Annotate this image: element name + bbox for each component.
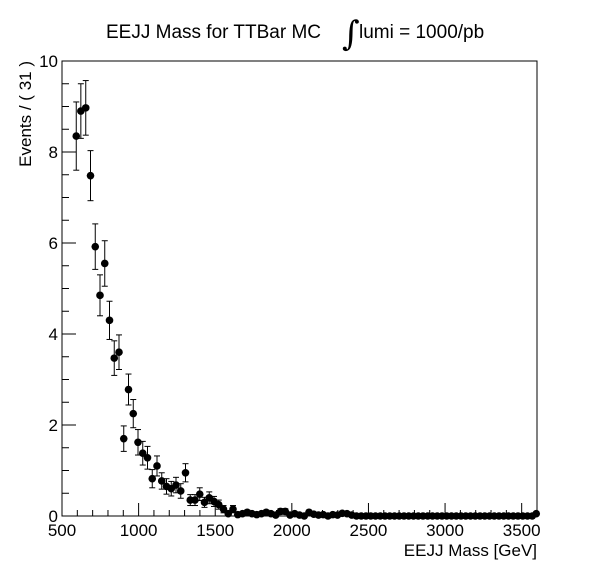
data-marker: [191, 496, 199, 504]
data-marker: [172, 481, 180, 489]
data-point: [86, 150, 95, 202]
data-marker: [100, 259, 109, 268]
plot-frame: [61, 60, 538, 517]
data-marker: [195, 490, 204, 498]
data-marker: [134, 438, 142, 447]
data-point: [210, 495, 218, 507]
data-point: [81, 80, 90, 136]
data-marker: [119, 434, 128, 443]
y-axis-title: Events / ( 31 ): [16, 61, 35, 167]
data-marker: [229, 505, 237, 513]
data-point: [214, 499, 223, 510]
data-marker: [148, 474, 157, 483]
x-tick-label: 500: [48, 521, 76, 540]
data-point: [176, 483, 185, 499]
x-axis-tick-labels: 500 1000 1500 2000 2500 3000 3500: [48, 521, 541, 540]
data-marker: [105, 316, 114, 325]
data-point: [181, 463, 190, 483]
data-marker: [91, 242, 100, 251]
data-marker: [115, 348, 123, 357]
data-point: [200, 496, 209, 508]
data-marker: [224, 509, 233, 518]
data-point: [91, 223, 100, 270]
data-point: [148, 469, 157, 489]
data-point: [532, 509, 541, 518]
data-marker: [200, 498, 209, 507]
data-marker: [110, 354, 119, 362]
y-tick-label: 8: [49, 143, 58, 162]
data-point: [124, 373, 133, 406]
y-tick-label: 0: [49, 507, 58, 526]
data-marker: [129, 409, 138, 418]
y-axis-ticks: [62, 60, 76, 517]
data-point: [229, 505, 237, 514]
data-marker: [81, 104, 90, 112]
data-point: [153, 455, 161, 477]
data-marker: [143, 453, 152, 462]
y-axis-tick-labels: 0 2 4 6 8 10: [39, 52, 58, 526]
x-tick-label: 2500: [350, 521, 388, 540]
data-marker: [214, 500, 223, 509]
data-point: [134, 429, 142, 456]
x-tick-label: 1000: [120, 521, 158, 540]
data-series: [72, 80, 541, 520]
data-marker: [176, 487, 185, 495]
data-point: [115, 334, 123, 370]
x-tick-label: 3000: [426, 521, 464, 540]
chart-title-lumi: lumi = 1000/pb: [359, 22, 484, 43]
x-tick-label: 1500: [196, 521, 234, 540]
data-marker: [86, 171, 95, 180]
y-tick-label: 2: [49, 416, 58, 435]
data-marker: [153, 462, 161, 470]
data-point: [77, 83, 85, 139]
data-point: [119, 425, 128, 452]
x-tick-label: 2000: [273, 521, 311, 540]
data-point: [96, 274, 104, 317]
chart-title-integral: ∫: [342, 14, 360, 54]
y-tick-label: 10: [39, 52, 58, 71]
data-point: [138, 440, 147, 466]
data-point: [129, 399, 138, 429]
data-point: [224, 509, 233, 518]
data-point: [110, 340, 119, 376]
x-tick-label: 3500: [503, 521, 541, 540]
data-point: [105, 300, 114, 340]
data-marker: [96, 291, 104, 300]
data-point: [143, 445, 152, 470]
data-marker: [532, 509, 541, 518]
x-axis-title: EEJJ Mass [GeV]: [404, 541, 537, 560]
y-tick-label: 6: [49, 234, 58, 253]
data-point: [100, 240, 109, 287]
data-marker: [181, 468, 190, 477]
data-marker: [138, 449, 147, 458]
y-tick-label: 4: [49, 325, 58, 344]
chart-title-main: EEJJ Mass for TTBar MC: [106, 22, 321, 43]
data-point: [157, 472, 166, 490]
data-marker: [124, 385, 133, 394]
